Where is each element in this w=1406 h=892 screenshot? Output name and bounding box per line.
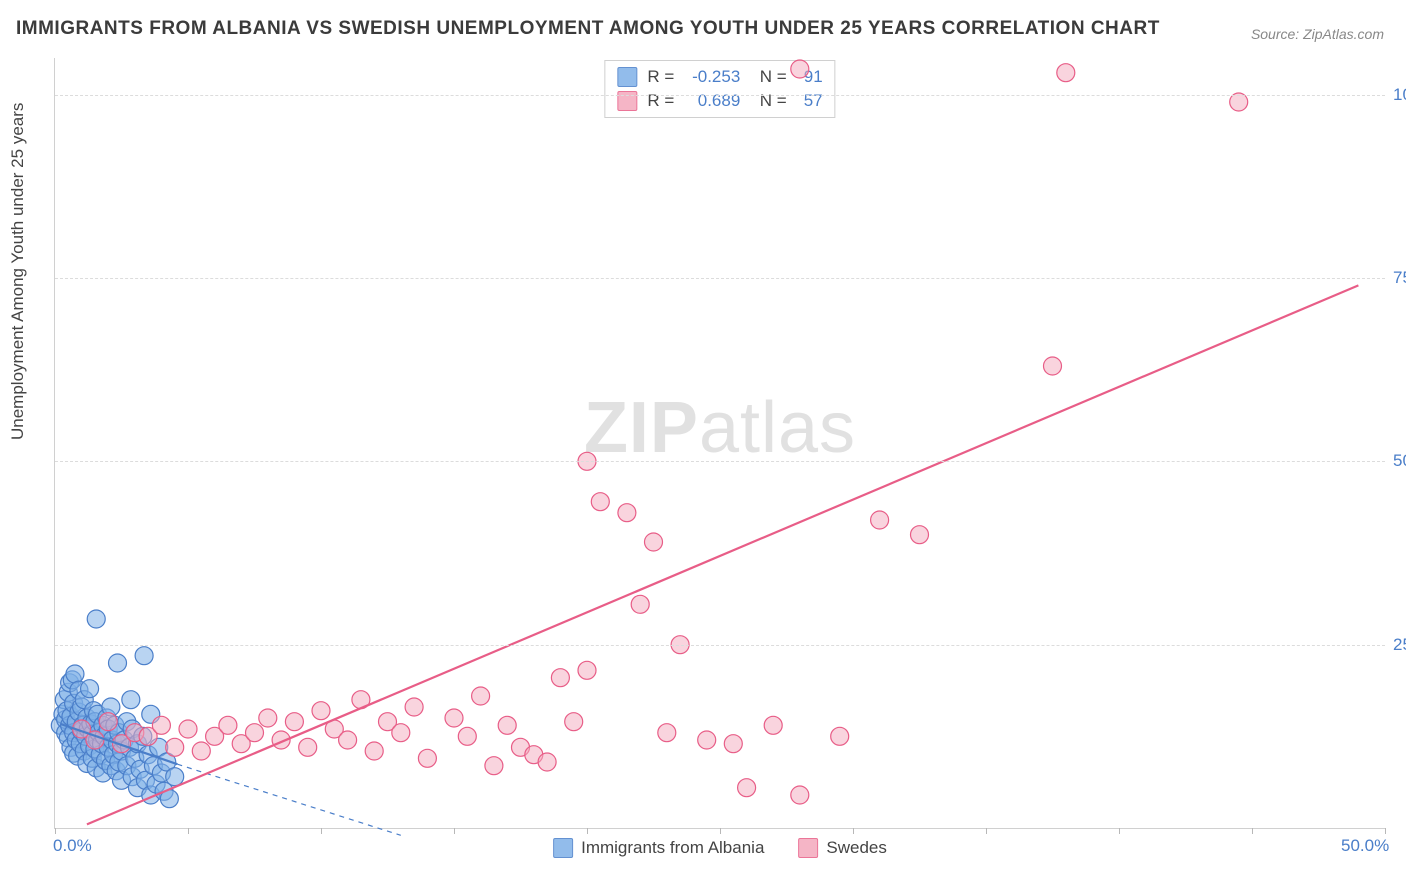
data-point bbox=[498, 716, 516, 734]
plot-svg bbox=[55, 58, 1385, 828]
gridline bbox=[55, 645, 1385, 646]
data-point bbox=[1044, 357, 1062, 375]
legend-label-swedes: Swedes bbox=[826, 838, 886, 858]
data-point bbox=[631, 595, 649, 613]
data-point bbox=[135, 647, 153, 665]
source-label: Source: ZipAtlas.com bbox=[1251, 26, 1384, 42]
y-tick-label: 75.0% bbox=[1393, 268, 1406, 288]
x-tick bbox=[454, 828, 455, 834]
data-point bbox=[1057, 64, 1075, 82]
data-point bbox=[458, 727, 476, 745]
data-point bbox=[246, 724, 264, 742]
data-point bbox=[764, 716, 782, 734]
gridline bbox=[55, 461, 1385, 462]
data-point bbox=[591, 493, 609, 511]
data-point bbox=[445, 709, 463, 727]
data-point bbox=[618, 504, 636, 522]
y-tick-label: 50.0% bbox=[1393, 451, 1406, 471]
data-point bbox=[219, 716, 237, 734]
y-tick-label: 25.0% bbox=[1393, 635, 1406, 655]
data-point bbox=[418, 749, 436, 767]
x-tick bbox=[1119, 828, 1120, 834]
legend-item-swedes: Swedes bbox=[798, 838, 886, 858]
data-point bbox=[698, 731, 716, 749]
gridline bbox=[55, 278, 1385, 279]
y-tick-label: 100.0% bbox=[1393, 85, 1406, 105]
trend-line-ext bbox=[177, 764, 400, 835]
legend-label-albania: Immigrants from Albania bbox=[581, 838, 764, 858]
legend-item-albania: Immigrants from Albania bbox=[553, 838, 764, 858]
chart-container: IMMIGRANTS FROM ALBANIA VS SWEDISH UNEMP… bbox=[0, 0, 1406, 892]
data-point bbox=[99, 713, 117, 731]
data-point bbox=[1230, 93, 1248, 111]
data-point bbox=[565, 713, 583, 731]
data-point bbox=[66, 665, 84, 683]
data-point bbox=[166, 768, 184, 786]
x-tick-label: 50.0% bbox=[1341, 836, 1389, 856]
trend-line bbox=[87, 285, 1358, 824]
x-tick bbox=[1385, 828, 1386, 834]
swatch-swedes-icon bbox=[798, 838, 818, 858]
data-point bbox=[472, 687, 490, 705]
data-point bbox=[658, 724, 676, 742]
data-point bbox=[392, 724, 410, 742]
data-point bbox=[578, 661, 596, 679]
chart-title: IMMIGRANTS FROM ALBANIA VS SWEDISH UNEMP… bbox=[16, 18, 1160, 40]
y-axis-label: Unemployment Among Youth under 25 years bbox=[8, 103, 28, 440]
data-point bbox=[179, 720, 197, 738]
data-point bbox=[645, 533, 663, 551]
plot-area: ZIPatlas R = -0.253 N = 91 R = 0.689 N =… bbox=[54, 58, 1385, 829]
data-point bbox=[911, 526, 929, 544]
gridline bbox=[55, 95, 1385, 96]
data-point bbox=[312, 702, 330, 720]
x-tick bbox=[1252, 828, 1253, 834]
series-legend: Immigrants from Albania Swedes bbox=[553, 838, 887, 858]
data-point bbox=[299, 738, 317, 756]
x-tick bbox=[55, 828, 56, 834]
data-point bbox=[551, 669, 569, 687]
x-tick bbox=[853, 828, 854, 834]
x-tick-label: 0.0% bbox=[53, 836, 92, 856]
data-point bbox=[405, 698, 423, 716]
data-point bbox=[485, 757, 503, 775]
data-point bbox=[365, 742, 383, 760]
data-point bbox=[166, 738, 184, 756]
data-point bbox=[122, 691, 140, 709]
data-point bbox=[791, 60, 809, 78]
data-point bbox=[831, 727, 849, 745]
data-point bbox=[81, 680, 99, 698]
x-tick bbox=[587, 828, 588, 834]
x-tick bbox=[986, 828, 987, 834]
data-point bbox=[285, 713, 303, 731]
data-point bbox=[87, 610, 105, 628]
data-point bbox=[339, 731, 357, 749]
data-point bbox=[738, 779, 756, 797]
x-tick bbox=[720, 828, 721, 834]
x-tick bbox=[188, 828, 189, 834]
data-point bbox=[538, 753, 556, 771]
data-point bbox=[109, 654, 127, 672]
data-point bbox=[152, 716, 170, 734]
data-point bbox=[871, 511, 889, 529]
data-point bbox=[724, 735, 742, 753]
data-point bbox=[791, 786, 809, 804]
data-point bbox=[259, 709, 277, 727]
x-tick bbox=[321, 828, 322, 834]
swatch-albania-icon bbox=[553, 838, 573, 858]
data-point bbox=[192, 742, 210, 760]
